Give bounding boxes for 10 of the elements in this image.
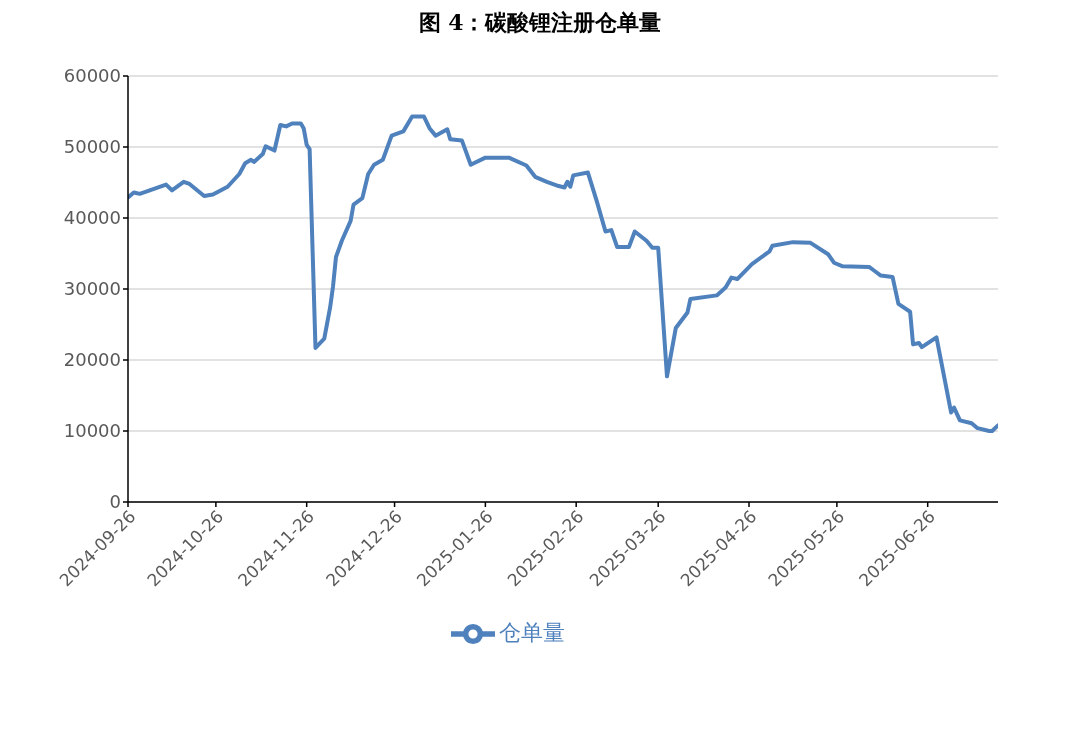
- y-tick-label: 0: [109, 491, 121, 513]
- line-series: [128, 114, 998, 433]
- y-tick-label: 50000: [63, 136, 121, 158]
- y-tick-label: 20000: [63, 349, 121, 371]
- legend-label: 仓单量: [499, 620, 565, 645]
- y-tick-label: 40000: [63, 207, 121, 229]
- chart-title: 图 4：碳酸锂注册仓单量: [417, 8, 663, 37]
- y-tick-label: 60000: [63, 65, 121, 87]
- y-tick-label: 10000: [63, 420, 121, 442]
- y-tick-label: 30000: [63, 278, 121, 300]
